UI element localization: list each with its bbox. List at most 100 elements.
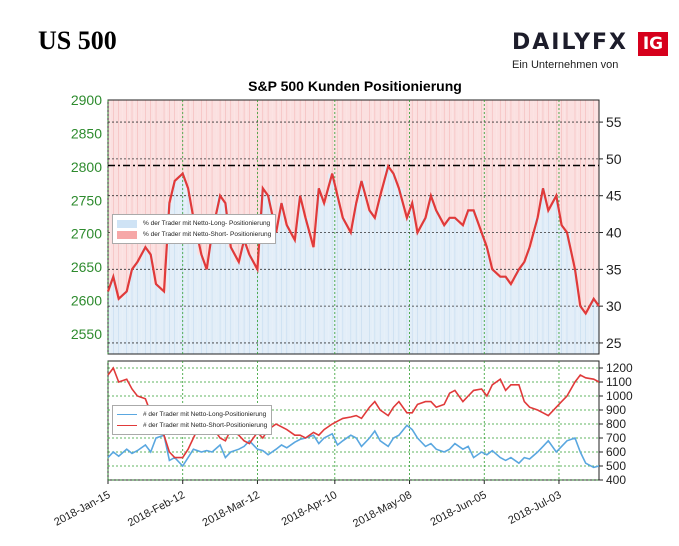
y-right-tick-label: 50: [606, 151, 622, 167]
x-tick-label: 2018-Apr-10: [280, 489, 340, 528]
short-pct-swatch: [117, 230, 137, 239]
long-pct-fill: [477, 232, 485, 354]
short-pct-fill: [358, 100, 366, 181]
long-pct-fill: [141, 247, 149, 354]
short-pct-fill: [309, 100, 317, 248]
long-pct-fill: [489, 269, 497, 354]
x-tick-label: 2018-Jan-15: [52, 489, 112, 529]
x-tick-label: 2018-Feb-12: [126, 489, 187, 529]
long-pct-fill: [160, 291, 167, 354]
y-right-tick-label: 55: [606, 114, 622, 130]
short-pct-fill: [234, 100, 242, 262]
long-pct-fill: [328, 173, 335, 354]
long-pct-fill: [526, 247, 534, 354]
legend-label-short-count: # der Trader mit Netto-Short-Positionier…: [143, 422, 268, 429]
short-pct-fill: [190, 100, 198, 218]
y-left-tick-label: 2850: [71, 125, 102, 141]
short-pct-fill: [228, 100, 235, 248]
short-pct-fill: [365, 100, 373, 211]
short-pct-fill: [216, 100, 223, 196]
legend-item-short-pct: % der Trader mit Netto-Short- Positionie…: [117, 229, 271, 240]
long-pct-fill: [470, 210, 478, 354]
x-tick-label: 2018-Mar-12: [201, 489, 262, 529]
long-pct-fill: [414, 232, 422, 354]
y-right-tick-label: 35: [606, 261, 622, 277]
y-right-tick-label: 45: [606, 188, 622, 204]
long-pct-fill: [302, 217, 310, 354]
long-pct-fill: [253, 269, 261, 354]
short-pct-fill: [116, 100, 123, 299]
y-left-tick-label: 2700: [71, 226, 102, 242]
long-pct-fill: [496, 276, 503, 354]
y-left-tick-label: 2800: [71, 159, 102, 175]
short-pct-fill: [545, 100, 553, 211]
long-pct-swatch: [117, 219, 137, 228]
long-pct-fill: [377, 195, 385, 354]
short-pct-fill: [564, 100, 571, 233]
short-pct-fill: [496, 100, 503, 277]
count-tick-label: 1100: [606, 375, 632, 389]
count-tick-label: 900: [606, 403, 626, 417]
legend-label-long-count: # der Trader mit Netto-Long-Positionieru…: [143, 411, 267, 418]
long-pct-fill: [216, 195, 223, 354]
long-pct-fill: [190, 217, 198, 354]
short-pct-fill: [570, 100, 578, 270]
count-tick-label: 600: [606, 445, 626, 459]
ig-badge: IG: [638, 32, 668, 56]
short-pct-fill: [265, 100, 273, 196]
long-pct-fill: [178, 173, 186, 354]
short-pct-fill: [396, 100, 403, 189]
short-pct-fill: [340, 100, 347, 218]
short-pct-fill: [477, 100, 485, 233]
long-pct-fill: [564, 232, 571, 354]
long-pct-fill: [340, 217, 347, 354]
x-tick-label: 2018-Jun-05: [428, 489, 488, 529]
short-pct-fill: [377, 100, 385, 196]
y-right-tick-label: 25: [606, 335, 622, 351]
legend-item-long-pct: % der Trader mit Netto-Long- Positionier…: [117, 218, 271, 229]
short-pct-fill: [302, 100, 310, 218]
long-pct-fill: [265, 195, 273, 354]
long-pct-fill: [589, 298, 597, 354]
long-pct-fill: [234, 261, 242, 354]
short-count-swatch: [117, 425, 137, 426]
x-tick-label: 2018-May-08: [351, 489, 414, 530]
long-pct-fill: [533, 217, 541, 354]
logo-wordmark: DAILYFX: [512, 30, 628, 55]
page-title: US 500: [38, 26, 117, 55]
long-pct-fill: [545, 210, 553, 354]
short-pct-fill: [433, 100, 441, 211]
price-panel-frame: [107, 99, 600, 355]
dailyfx-logo: DAILYFX IG Ein Unternehmen von: [512, 30, 672, 74]
long-pct-fill: [458, 225, 466, 354]
legend-label-short-pct: % der Trader mit Netto-Short- Positionie…: [143, 231, 272, 238]
y-right-tick-label: 30: [606, 298, 622, 314]
long-count-line: [107, 424, 600, 469]
short-pct-fill: [384, 100, 391, 167]
long-pct-fill: [440, 225, 447, 354]
legend-label-long-pct: % der Trader mit Netto-Long- Positionier…: [143, 220, 271, 227]
short-pct-fill: [328, 100, 335, 174]
long-pct-fill: [514, 269, 522, 354]
legend-item-short-count: # der Trader mit Netto-Short-Positionier…: [117, 420, 267, 431]
y-right-tick-label: 40: [606, 225, 622, 241]
short-pct-fill: [470, 100, 478, 211]
count-tick-label: 500: [606, 459, 626, 473]
short-pct-fill: [153, 100, 161, 285]
count-tick-label: 1200: [606, 361, 633, 375]
short-pct-fill: [134, 100, 142, 262]
short-pct-fill: [489, 100, 497, 270]
long-pct-fill: [197, 254, 205, 354]
long-pct-fill: [321, 203, 329, 354]
short-pct-fill: [122, 100, 130, 292]
short-pct-fill: [440, 100, 447, 226]
long-pct-fill: [396, 188, 403, 354]
short-pct-fill: [321, 100, 329, 204]
short-pct-fill: [253, 100, 261, 270]
long-pct-fill: [272, 232, 279, 354]
count-tick-label: 400: [606, 473, 626, 487]
long-pct-fill: [108, 291, 111, 354]
long-pct-fill: [552, 195, 559, 354]
short-pct-fill: [552, 100, 559, 196]
